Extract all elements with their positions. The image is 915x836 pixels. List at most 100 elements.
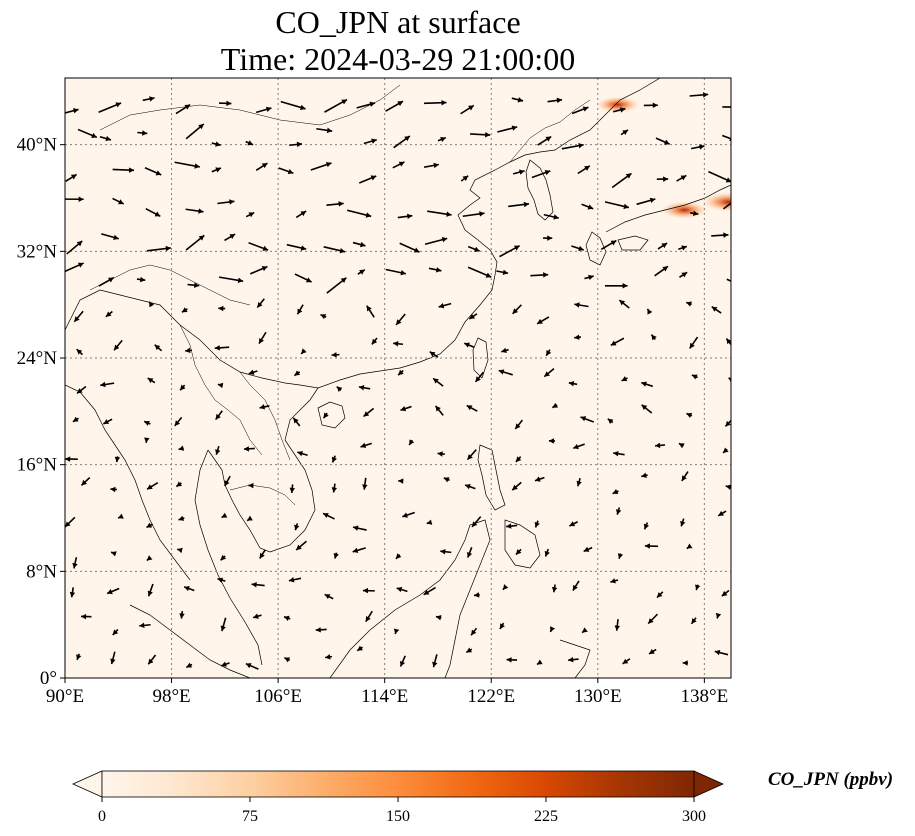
wind-arrow xyxy=(117,513,124,519)
wind-arrow xyxy=(657,242,668,250)
wind-arrow xyxy=(248,369,258,375)
wind-arrow xyxy=(252,613,262,619)
wind-arrow xyxy=(686,412,693,418)
wind-arrow xyxy=(358,175,377,184)
wind-arrow xyxy=(357,268,366,275)
wind-arrow xyxy=(259,549,266,559)
wind-arrow xyxy=(641,472,648,479)
border-country-6 xyxy=(509,99,591,163)
wind-arrow xyxy=(146,522,154,529)
wind-arrow xyxy=(581,627,588,634)
wind-arrow xyxy=(72,416,79,423)
longitude-labels: 90°E 98°E 106°E 114°E 122°E 130°E 138°E xyxy=(46,678,728,707)
wind-arrow xyxy=(65,516,76,528)
lat-tick-label: 32°N xyxy=(17,241,58,262)
wind-arrow xyxy=(77,128,98,139)
wind-arrow xyxy=(331,352,340,358)
border-country-2 xyxy=(179,324,263,456)
wind-arrow xyxy=(356,645,363,652)
wind-arrow xyxy=(396,586,408,593)
coastlines xyxy=(65,78,731,678)
wind-arrow xyxy=(427,210,452,217)
wind-arrow xyxy=(678,245,688,251)
wind-arrow xyxy=(175,103,191,115)
wind-arrow xyxy=(474,371,484,383)
wind-arrow xyxy=(395,313,406,326)
wind-arrow xyxy=(320,313,327,320)
wind-arrow xyxy=(278,167,294,175)
wind-arrow xyxy=(514,419,524,430)
wind-arrow xyxy=(498,369,513,376)
wind-arrow xyxy=(397,213,413,220)
wind-arrow xyxy=(423,162,440,169)
wind-arrow xyxy=(561,142,584,150)
wind-arrow xyxy=(393,135,411,149)
wind-arrow xyxy=(721,589,730,597)
wind-arrow xyxy=(385,268,407,276)
coastline-korea xyxy=(525,159,554,221)
wind-arrow xyxy=(681,471,689,482)
colorbar-tick-label: 150 xyxy=(386,808,410,825)
wind-arrow xyxy=(399,242,420,253)
wind-arrow xyxy=(136,276,146,283)
border-country-1 xyxy=(89,264,251,306)
wind-arrow xyxy=(717,510,727,517)
wind-arrow xyxy=(470,627,478,636)
wind-arrow xyxy=(280,100,306,111)
wind-arrow xyxy=(534,476,545,482)
wind-arrow xyxy=(548,438,556,444)
wind-arrow xyxy=(185,208,204,214)
wind-arrow xyxy=(506,523,518,529)
wind-arrow xyxy=(139,622,151,629)
wind-arrow xyxy=(424,236,448,246)
wind-arrow xyxy=(146,245,171,252)
border-country-5 xyxy=(99,84,401,131)
wind-arrow xyxy=(66,240,83,255)
wind-arrow xyxy=(577,165,591,175)
wind-arrow xyxy=(315,627,327,633)
wind-arrow xyxy=(179,610,185,619)
wind-arrow xyxy=(362,477,368,490)
wind-arrow xyxy=(336,385,343,392)
wind-arrow xyxy=(648,648,657,655)
wind-arrow xyxy=(352,241,366,248)
wind-arrow xyxy=(185,123,205,140)
wind-arrow xyxy=(402,511,415,518)
wind-arrow xyxy=(356,101,376,109)
border-country-4 xyxy=(229,484,296,506)
coastline-japan-honshu xyxy=(605,184,731,233)
wind-arrow xyxy=(515,548,522,556)
wind-arrow xyxy=(581,203,594,210)
hotspot-2 xyxy=(701,192,731,212)
wind-arrow xyxy=(221,512,228,519)
wind-arrow xyxy=(245,140,254,146)
wind-arrow xyxy=(466,404,478,412)
wind-arrow xyxy=(531,170,551,179)
wind-arrow xyxy=(326,277,347,294)
wind-arrow xyxy=(499,244,521,258)
wind-arrow xyxy=(76,385,87,394)
colorbar-label: CO_JPN (ppbv) xyxy=(768,769,894,790)
coastline-malay-peninsula xyxy=(194,449,263,666)
wind-arrow xyxy=(73,310,84,323)
wind-arrow xyxy=(110,551,117,557)
wind-arrow xyxy=(620,129,629,136)
wind-arrow xyxy=(397,369,404,376)
wind-arrow xyxy=(310,161,332,171)
wind-arrow xyxy=(515,456,522,463)
wind-arrow xyxy=(728,377,731,383)
colorbar-ticks: 0 75 150 225 300 xyxy=(98,797,706,825)
wind-arrow xyxy=(571,106,589,115)
wind-arrow xyxy=(654,265,669,277)
wind-arrow xyxy=(568,381,578,387)
wind-arrow xyxy=(423,586,436,596)
wind-arrow xyxy=(536,659,543,666)
wind-arrow xyxy=(289,141,303,148)
wind-arrow xyxy=(572,580,580,591)
colorbar-gradient xyxy=(101,770,695,798)
wind-arrow xyxy=(249,265,268,275)
wind-arrow xyxy=(292,417,301,427)
wind-arrow xyxy=(255,106,272,114)
wind-arrow xyxy=(536,316,550,325)
wind-arrow xyxy=(463,342,475,348)
